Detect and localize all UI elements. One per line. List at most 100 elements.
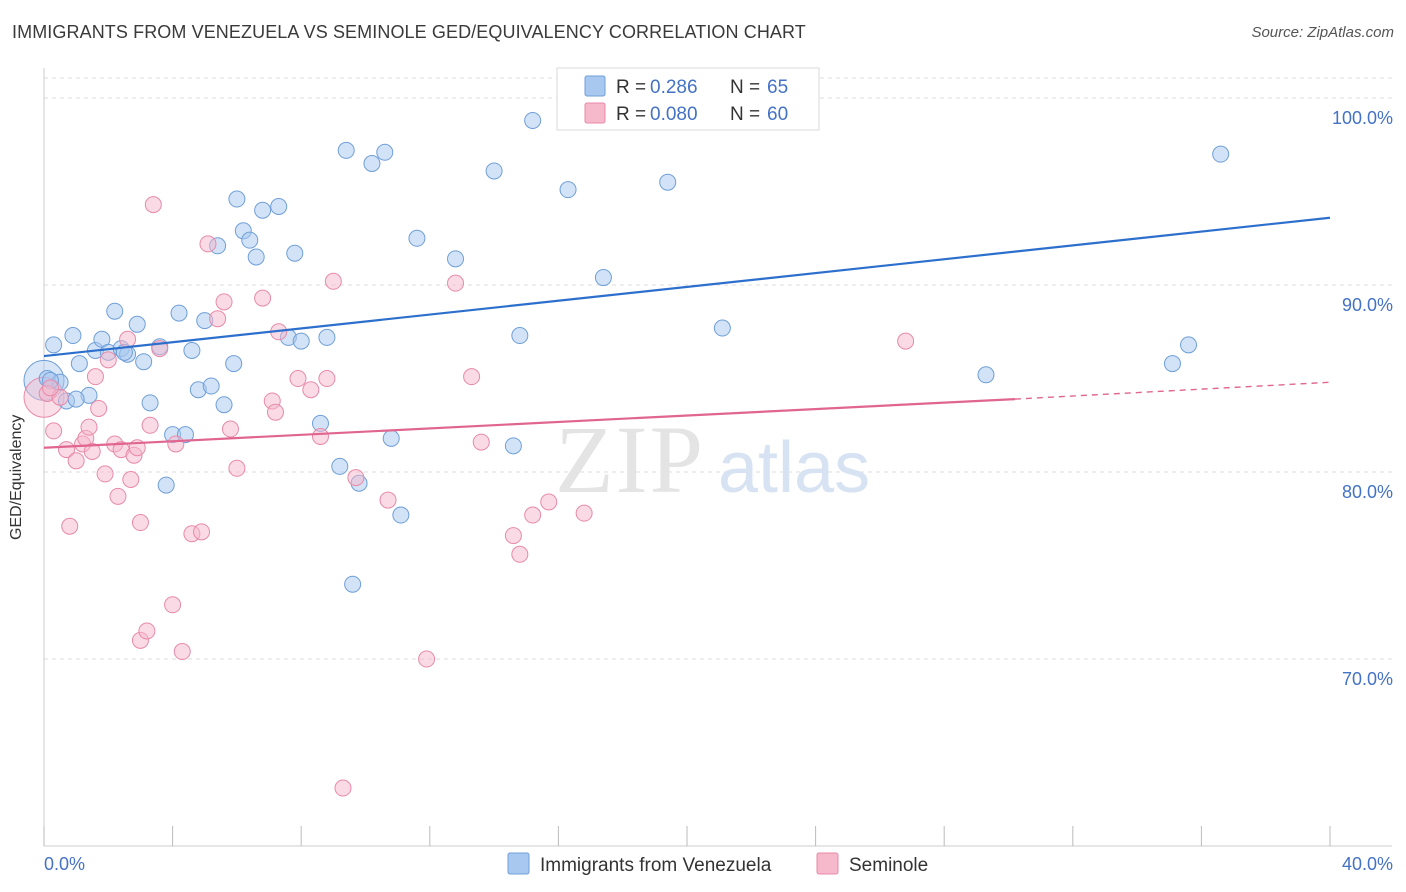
seminole-point	[347, 469, 365, 487]
legend-seminole-n-label: N =	[730, 104, 760, 125]
legend-seminole-n-value: 60	[767, 104, 788, 125]
seminole-point	[228, 459, 246, 477]
venezuela-point	[135, 353, 153, 371]
seminole-point	[334, 779, 352, 797]
legend-seminole-swatch	[584, 102, 606, 124]
chart-title: IMMIGRANTS FROM VENEZUELA VS SEMINOLE GE…	[12, 22, 806, 42]
venezuela-point	[228, 190, 246, 208]
seminole-point	[45, 422, 63, 440]
seminole-point	[138, 622, 156, 640]
venezuela-point	[511, 327, 529, 345]
seminole-point	[575, 504, 593, 522]
seminole-trend-line	[43, 398, 1015, 449]
seminole-point	[173, 643, 191, 661]
seminole-point	[511, 545, 529, 563]
legend-venezuela-n-label: N =	[730, 77, 760, 98]
venezuela-point	[202, 377, 220, 395]
y-tick-label: 70.0%	[1342, 669, 1393, 689]
seminole-point	[463, 368, 481, 386]
venezuela-point	[376, 143, 394, 161]
venezuela-point	[128, 315, 146, 333]
venezuela-point	[64, 327, 82, 345]
venezuela-point	[559, 181, 577, 199]
seminole-point	[167, 435, 185, 453]
legend-venezuela-n-value: 65	[767, 77, 788, 98]
legend-venezuela-r-label: R =	[616, 77, 646, 98]
seminole-point	[122, 471, 140, 489]
axes: 70.0% 80.0% 90.0% 100.0% 0.0% 40.0%	[43, 68, 1393, 874]
seminole-point	[379, 491, 397, 509]
venezuela-point	[447, 250, 465, 268]
seminole-point	[67, 452, 85, 470]
venezuela-point	[485, 162, 503, 180]
gridlines	[44, 77, 1392, 660]
seminole-point	[141, 416, 159, 434]
legend-venezuela-r-value: 0.286	[650, 77, 698, 98]
seminole-point	[164, 596, 182, 614]
venezuela-point	[392, 506, 410, 524]
bottom-legend-venezuela-label: Immigrants from Venezuela	[540, 855, 772, 876]
seminole-point	[99, 351, 117, 369]
seminole-point	[472, 433, 490, 451]
venezuela-point	[408, 229, 426, 247]
seminole-point	[119, 330, 137, 348]
y-tick-label: 90.0%	[1342, 295, 1393, 315]
chart-source: Source: ZipAtlas.com	[1251, 24, 1394, 41]
venezuela-point	[225, 355, 243, 373]
seminole-point	[144, 196, 162, 214]
seminole-point	[131, 514, 149, 532]
y-tick-label: 100.0%	[1332, 108, 1393, 128]
venezuela-point	[713, 319, 731, 337]
seminole-point	[897, 332, 915, 350]
watermark-atlas: atlas	[718, 428, 870, 508]
venezuela-point	[382, 429, 400, 447]
seminole-point	[80, 418, 98, 436]
seminole-point	[221, 420, 239, 438]
watermark: ZIP atlas	[555, 406, 870, 513]
legend-venezuela-swatch	[584, 75, 606, 97]
venezuela-point	[363, 154, 381, 172]
seminole-point	[289, 370, 307, 388]
x-tick-label-max: 40.0%	[1342, 854, 1393, 874]
venezuela-trend-line	[43, 216, 1331, 358]
venezuela-point	[344, 575, 362, 593]
trend-lines	[43, 216, 1331, 449]
venezuela-point	[170, 304, 188, 322]
seminole-point	[540, 493, 558, 511]
seminole-trend-line-extension	[1014, 381, 1331, 400]
seminole-point	[199, 235, 217, 253]
watermark-zip: ZIP	[555, 406, 705, 513]
seminole-point	[318, 370, 336, 388]
seminole-point	[447, 274, 465, 292]
venezuela-point	[141, 394, 159, 412]
venezuela-point	[1163, 355, 1181, 373]
venezuela-point	[67, 390, 85, 408]
bottom-legend-seminole-swatch	[816, 852, 839, 875]
venezuela-point	[292, 332, 310, 350]
y-tick-label: 80.0%	[1342, 482, 1393, 502]
venezuela-point	[70, 355, 88, 373]
seminole-point	[311, 427, 329, 445]
venezuela-point	[241, 231, 259, 249]
venezuela-point	[254, 201, 272, 219]
venezuela-point	[286, 244, 304, 262]
venezuela-point	[270, 198, 288, 216]
seminole-point	[302, 381, 320, 399]
bottom-legend-venezuela-swatch	[507, 852, 530, 875]
venezuela-point	[318, 328, 336, 346]
venezuela-point	[215, 396, 233, 414]
venezuela-point	[504, 437, 522, 455]
seminole-point	[193, 523, 211, 541]
venezuela-point	[157, 476, 175, 494]
venezuela-point	[659, 173, 677, 191]
seminole-point	[109, 487, 127, 505]
venezuela-point	[524, 111, 542, 129]
venezuela-point	[337, 141, 355, 159]
x-tick-label-min: 0.0%	[44, 854, 85, 874]
seminole-point	[254, 289, 272, 307]
seminole-point	[418, 650, 436, 668]
legend-seminole-r-label: R =	[616, 104, 646, 125]
bottom-legend-seminole-label: Seminole	[849, 855, 928, 876]
seminole-point	[266, 403, 284, 421]
